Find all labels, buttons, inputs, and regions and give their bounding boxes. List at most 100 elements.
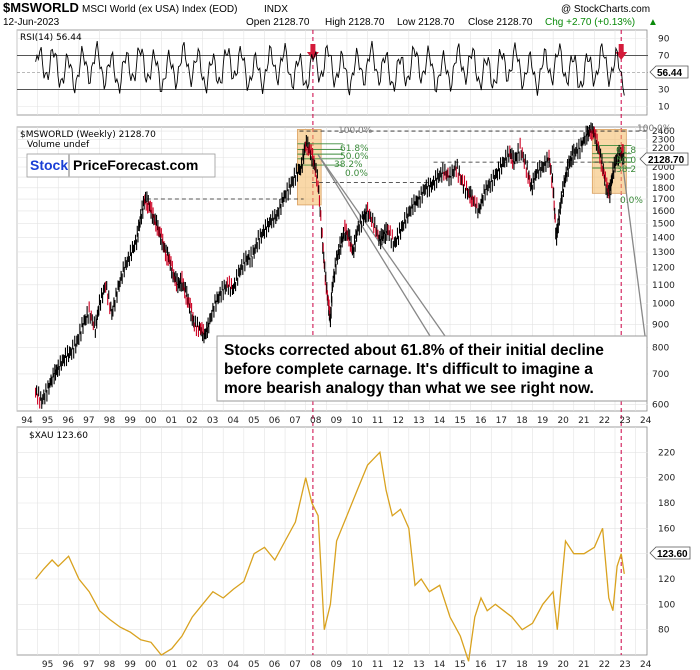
price-x-tick: 24 <box>640 416 652 426</box>
rsi-y-tick: 90 <box>658 35 670 45</box>
price-y-tick: 700 <box>652 370 669 380</box>
rsi-line <box>35 40 625 96</box>
fib2-label-382: 38.2 <box>616 165 636 175</box>
callout-leader <box>317 154 431 337</box>
price-x-tick: 02 <box>186 416 197 426</box>
price-y-tick: 2300 <box>652 135 675 145</box>
price-x-tick: 18 <box>516 416 528 426</box>
annotation-line-2: before complete carnage. It's difficult … <box>224 361 593 378</box>
xau-x-tick: 07 <box>289 660 300 670</box>
price-y-tick: 1100 <box>652 281 675 291</box>
xau-y-tick: 120 <box>658 575 675 585</box>
xau-x-tick: 96 <box>63 660 75 670</box>
callout-leader <box>621 161 646 337</box>
fib2-label-618: 61.8 <box>616 146 636 156</box>
xau-x-tick: 14 <box>434 660 446 670</box>
fib-label-50: 50.0% <box>340 152 369 162</box>
logo-priceforecast: PriceForecast.com <box>73 157 198 173</box>
price-x-tick: 96 <box>63 416 75 426</box>
price-y-tick: 600 <box>652 400 669 410</box>
xau-line <box>35 450 625 662</box>
price-x-tick: 98 <box>104 416 116 426</box>
price-x-tick: 06 <box>269 416 281 426</box>
data-series <box>35 40 625 662</box>
xau-y-tick: 180 <box>658 499 675 509</box>
xau-x-tick: 24 <box>640 660 652 670</box>
xau-x-tick: 04 <box>228 660 240 670</box>
fib-label-382: 38.2% <box>334 160 363 170</box>
svg-text:56.44: 56.44 <box>657 68 682 79</box>
rsi-y-tick: 10 <box>658 103 670 113</box>
xau-x-tick: 19 <box>537 660 549 670</box>
logo-box <box>26 153 216 178</box>
logo-divider <box>68 154 70 177</box>
price-x-tick: 00 <box>145 416 157 426</box>
chart-date: 12-Jun-2023 <box>3 17 60 28</box>
callout-leader <box>317 154 446 337</box>
xau-x-tick: 17 <box>496 660 507 670</box>
rsi-title: RSI(14) 56.44 <box>20 33 82 43</box>
price-x-tick: 94 <box>21 416 33 426</box>
fib2-label-100: 100.0% <box>637 124 672 134</box>
price-x-tick: 97 <box>83 416 94 426</box>
xau-y-tick: 100 <box>658 600 675 610</box>
xau-x-tick: 01 <box>166 660 177 670</box>
price-x-tick: 95 <box>42 416 53 426</box>
price-x-tick: 13 <box>413 416 424 426</box>
xau-x-tick: 18 <box>516 660 528 670</box>
axis-ticks: 6007008009001000110012001300140015001600… <box>21 35 675 670</box>
close-value: Close 2128.70 <box>468 17 533 28</box>
price-y-tick: 2000 <box>652 163 675 173</box>
xau-title: $XAU 123.60 <box>29 431 88 441</box>
xau-x-tick: 23 <box>619 660 630 670</box>
annotation-line-1: Stocks corrected about 61.8% of their in… <box>224 342 604 359</box>
xau-x-tick: 21 <box>578 660 589 670</box>
price-y-tick: 1300 <box>652 248 675 258</box>
price-y-tick: 1400 <box>652 233 675 243</box>
xau-x-tick: 05 <box>248 660 259 670</box>
xau-x-tick: 16 <box>475 660 487 670</box>
price-x-tick: 23 <box>619 416 630 426</box>
watermark: @ StockCharts.com <box>561 4 650 15</box>
price-x-tick: 17 <box>496 416 507 426</box>
xau-y-tick: 220 <box>658 448 675 458</box>
xau-y-tick: 200 <box>658 474 675 484</box>
price-x-tick: 11 <box>372 416 383 426</box>
xau-x-tick: 03 <box>207 660 218 670</box>
annotation-box <box>216 335 648 402</box>
price-y-tick: 1500 <box>652 220 675 230</box>
volume-legend: Volume undef <box>27 140 90 150</box>
price-x-tick: 09 <box>331 416 343 426</box>
xau-x-tick: 02 <box>186 660 197 670</box>
red-arrow-icon <box>615 52 628 60</box>
xau-panel <box>16 426 648 656</box>
price-x-tick: 03 <box>207 416 218 426</box>
svg-text:123.60: 123.60 <box>657 549 688 560</box>
price-x-tick: 22 <box>599 416 610 426</box>
price-x-tick: 14 <box>434 416 446 426</box>
logo-stock: Stock <box>30 157 68 173</box>
price-y-tick: 1700 <box>652 195 675 205</box>
price-x-tick: 07 <box>289 416 300 426</box>
price-y-tick: 1000 <box>652 300 675 310</box>
price-title: $MSWORLD (Weekly) 2128.70 <box>20 130 156 140</box>
change-value: Chg +2.70 (+0.13%) <box>545 17 635 28</box>
price-y-tick: 1600 <box>652 207 675 217</box>
xau-x-tick: 12 <box>392 660 403 670</box>
open-value: Open 2128.70 <box>246 17 310 28</box>
xau-x-tick: 22 <box>599 660 610 670</box>
xau-x-tick: 11 <box>372 660 383 670</box>
fib-box-2008 <box>297 129 322 206</box>
xau-x-tick: 00 <box>145 660 157 670</box>
price-y-tick: 1800 <box>652 184 675 194</box>
xau-x-tick: 10 <box>351 660 363 670</box>
low-value: Low 2128.70 <box>397 17 455 28</box>
price-x-tick: 04 <box>228 416 240 426</box>
price-x-tick: 21 <box>578 416 589 426</box>
price-last-tag: 2128.70 <box>639 152 689 166</box>
price-x-tick: 01 <box>166 416 177 426</box>
xau-x-tick: 20 <box>557 660 569 670</box>
price-x-tick: 10 <box>351 416 363 426</box>
price-x-tick: 05 <box>248 416 259 426</box>
price-y-tick: 1900 <box>652 173 675 183</box>
